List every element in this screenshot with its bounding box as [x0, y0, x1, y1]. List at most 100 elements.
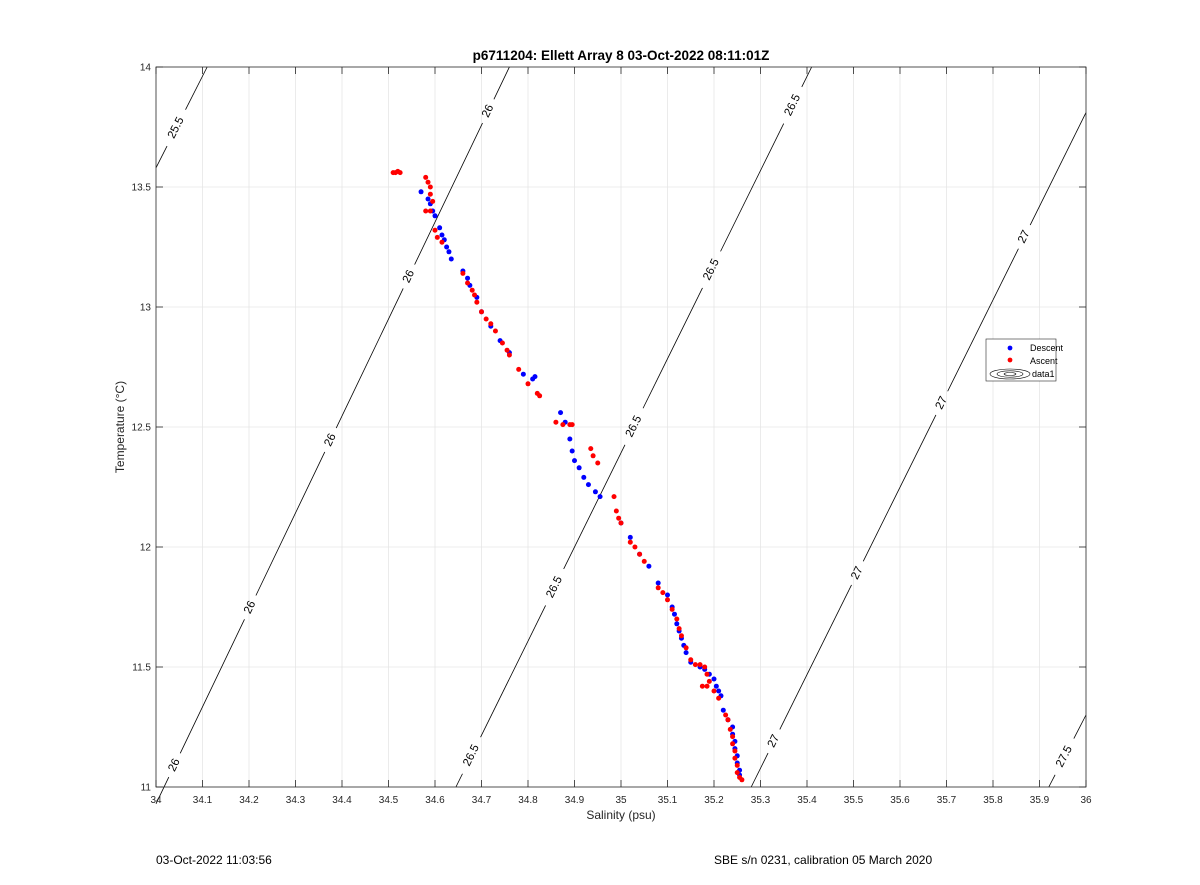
x-tick-label: 35.5	[844, 795, 864, 806]
data-point-descent	[576, 465, 582, 471]
x-tick-label: 34.3	[286, 795, 306, 806]
data-point-descent	[465, 275, 471, 281]
data-point-ascent	[716, 695, 722, 701]
data-point-ascent	[488, 321, 494, 327]
data-point-ascent	[516, 366, 522, 372]
data-point-descent	[627, 534, 633, 540]
isopycnal-line	[255, 451, 326, 596]
data-point-descent	[655, 580, 661, 586]
data-points	[390, 168, 745, 783]
isopycnal-line	[801, 66, 813, 88]
x-tick-label: 34.4	[332, 795, 352, 806]
isopycnal-line	[335, 288, 404, 429]
legend-marker-descent	[1007, 345, 1013, 351]
data-point-ascent	[674, 616, 680, 622]
legend-label-descent: Descent	[1030, 343, 1064, 353]
legend-label-contour: data1	[1032, 369, 1055, 379]
data-point-descent	[592, 489, 598, 495]
data-point-descent	[683, 650, 689, 656]
data-point-ascent	[669, 606, 675, 612]
y-tick-label: 12.5	[132, 423, 152, 434]
data-point-ascent	[434, 234, 440, 240]
data-point-descent	[572, 458, 577, 464]
data-point-ascent	[616, 515, 622, 521]
isopycnal-line	[720, 123, 785, 252]
data-point-ascent	[704, 671, 710, 677]
x-axis-label: Salinity (psu)	[586, 808, 655, 822]
isopycnal-label: 27	[934, 395, 950, 412]
data-point-descent	[569, 448, 575, 454]
data-point-descent	[585, 482, 591, 488]
x-tick-label: 34.2	[239, 795, 259, 806]
data-point-ascent	[423, 174, 429, 180]
data-point-ascent	[618, 520, 624, 526]
legend: Descent Ascent data1	[985, 338, 1064, 382]
data-point-ascent	[734, 762, 740, 768]
data-point-ascent	[627, 539, 633, 545]
data-point-ascent	[697, 662, 703, 668]
data-point-descent	[567, 436, 573, 442]
x-tick-label: 35.4	[797, 795, 817, 806]
data-point-descent	[558, 410, 564, 416]
data-point-descent	[671, 611, 677, 617]
data-point-ascent	[469, 287, 475, 293]
data-point-descent	[439, 232, 445, 238]
data-point-descent	[418, 189, 424, 195]
data-point-ascent	[692, 662, 698, 668]
data-point-descent	[713, 683, 719, 689]
data-point-descent	[665, 592, 670, 598]
data-point-ascent	[590, 453, 596, 459]
isopycnal-line	[179, 619, 245, 754]
x-tick-label: 35.6	[890, 795, 910, 806]
isopycnal-label: 27	[849, 565, 865, 582]
isopycnal-line	[1073, 714, 1087, 739]
isopycnal-line	[642, 287, 703, 409]
x-tick-label: 35.3	[751, 795, 771, 806]
data-point-ascent	[641, 558, 647, 564]
data-point-ascent	[425, 179, 431, 185]
x-tick-label: 36	[1080, 795, 1092, 806]
data-point-ascent	[730, 734, 736, 740]
data-point-ascent	[676, 626, 682, 632]
data-point-ascent	[439, 239, 445, 245]
data-point-ascent	[472, 292, 478, 298]
data-point-ascent	[460, 270, 466, 276]
data-point-ascent	[727, 726, 733, 732]
data-point-ascent	[525, 381, 531, 387]
legend-label-ascent: Ascent	[1030, 356, 1058, 366]
data-point-ascent	[637, 551, 643, 557]
data-point-ascent	[732, 755, 738, 761]
data-point-ascent	[734, 770, 740, 776]
data-point-ascent	[725, 717, 731, 723]
data-point-ascent	[739, 777, 745, 783]
data-point-descent	[597, 494, 603, 500]
y-tick-label: 11	[141, 783, 152, 794]
data-point-ascent	[474, 299, 480, 305]
x-tick-label: 34.7	[472, 795, 492, 806]
data-point-ascent	[632, 544, 638, 550]
data-point-ascent	[427, 191, 433, 197]
data-point-ascent	[569, 422, 575, 428]
data-point-ascent	[430, 198, 436, 204]
data-point-descent	[674, 621, 680, 627]
y-tick-label: 12	[140, 543, 152, 554]
data-point-ascent	[427, 208, 433, 214]
data-point-ascent	[678, 633, 684, 639]
x-tick-label: 34.6	[425, 795, 445, 806]
data-point-ascent	[611, 494, 617, 500]
data-point-descent	[646, 563, 652, 569]
isopycnal-line	[750, 752, 769, 788]
data-point-ascent	[595, 460, 601, 466]
data-point-descent	[432, 213, 438, 219]
data-point-ascent	[665, 597, 670, 603]
x-tick-label: 34.8	[518, 795, 538, 806]
x-tick-label: 34	[150, 795, 162, 806]
data-point-ascent	[506, 352, 512, 358]
isopycnal-label: 26	[242, 599, 258, 616]
isopycnal-line	[493, 66, 510, 100]
data-point-descent	[446, 249, 452, 255]
isopycnal-label: 26	[401, 268, 417, 285]
isopycnal-line	[455, 773, 463, 788]
x-tick-label: 34.5	[379, 795, 399, 806]
